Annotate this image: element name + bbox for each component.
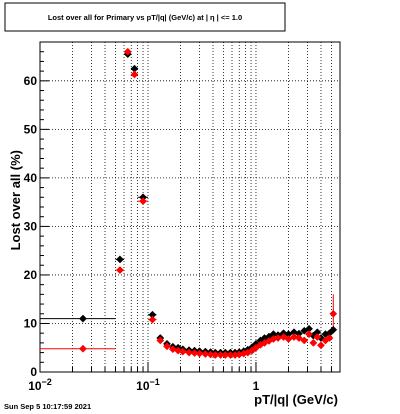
- x-axis-label: pT/|q| (GeV/c): [254, 392, 338, 407]
- red-data-point: [174, 346, 183, 355]
- red-data-point: [163, 342, 171, 351]
- red-data-point: [329, 309, 338, 318]
- data-markers: [79, 47, 338, 359]
- red-data-point: [130, 70, 139, 79]
- red-data-point: [185, 348, 193, 357]
- red-data-point: [79, 344, 87, 353]
- y-tick-label: 20: [24, 268, 38, 282]
- chart-title: Lost over all for Primary vs pT/|q| (GeV…: [48, 13, 242, 22]
- red-data-point: [313, 333, 322, 342]
- red-data-point: [325, 334, 334, 342]
- y-tick-label: 30: [24, 219, 38, 233]
- y-tick-label: 40: [24, 171, 38, 185]
- red-data-point: [190, 349, 199, 358]
- red-data-point: [115, 266, 124, 275]
- grid-lines: [40, 42, 340, 372]
- red-data-point: [317, 341, 325, 350]
- y-tick-label: 0: [30, 365, 37, 379]
- red-data-point: [123, 47, 132, 56]
- x-tick-labels: 10−2 10−1 1: [28, 377, 259, 393]
- title-box: [4, 2, 286, 32]
- red-data-point: [309, 338, 318, 347]
- red-data-point: [211, 351, 220, 359]
- red-data-point: [300, 336, 309, 345]
- red-data-point: [178, 347, 187, 356]
- axis-ticks: [39, 41, 341, 373]
- x-tick-label: 10−1: [136, 377, 160, 393]
- y-axis-label: Lost over all (%): [8, 150, 23, 250]
- timestamp: Sun Sep 5 10:17:59 2021: [4, 402, 91, 411]
- red-data-point: [148, 315, 157, 324]
- red-data-point: [139, 197, 147, 206]
- red-data-point: [201, 350, 210, 358]
- red-data-point: [168, 345, 177, 354]
- black-data-point: [115, 255, 124, 264]
- red-data-point: [156, 336, 165, 345]
- red-data-point: [195, 349, 204, 358]
- y-tick-label: 60: [24, 74, 38, 88]
- x-tick-label: 10−2: [28, 377, 52, 393]
- y-tick-labels: 0 10 20 30 40 50 60: [24, 74, 38, 379]
- y-tick-label: 10: [24, 316, 38, 330]
- red-data-point: [290, 333, 298, 342]
- black-data-point: [329, 325, 338, 334]
- red-data-point: [294, 334, 303, 342]
- y-tick-label: 50: [24, 122, 38, 136]
- x-tick-label: 1: [253, 379, 260, 393]
- red-data-point: [206, 350, 215, 359]
- black-data-point: [79, 314, 87, 323]
- red-data-point: [305, 330, 313, 339]
